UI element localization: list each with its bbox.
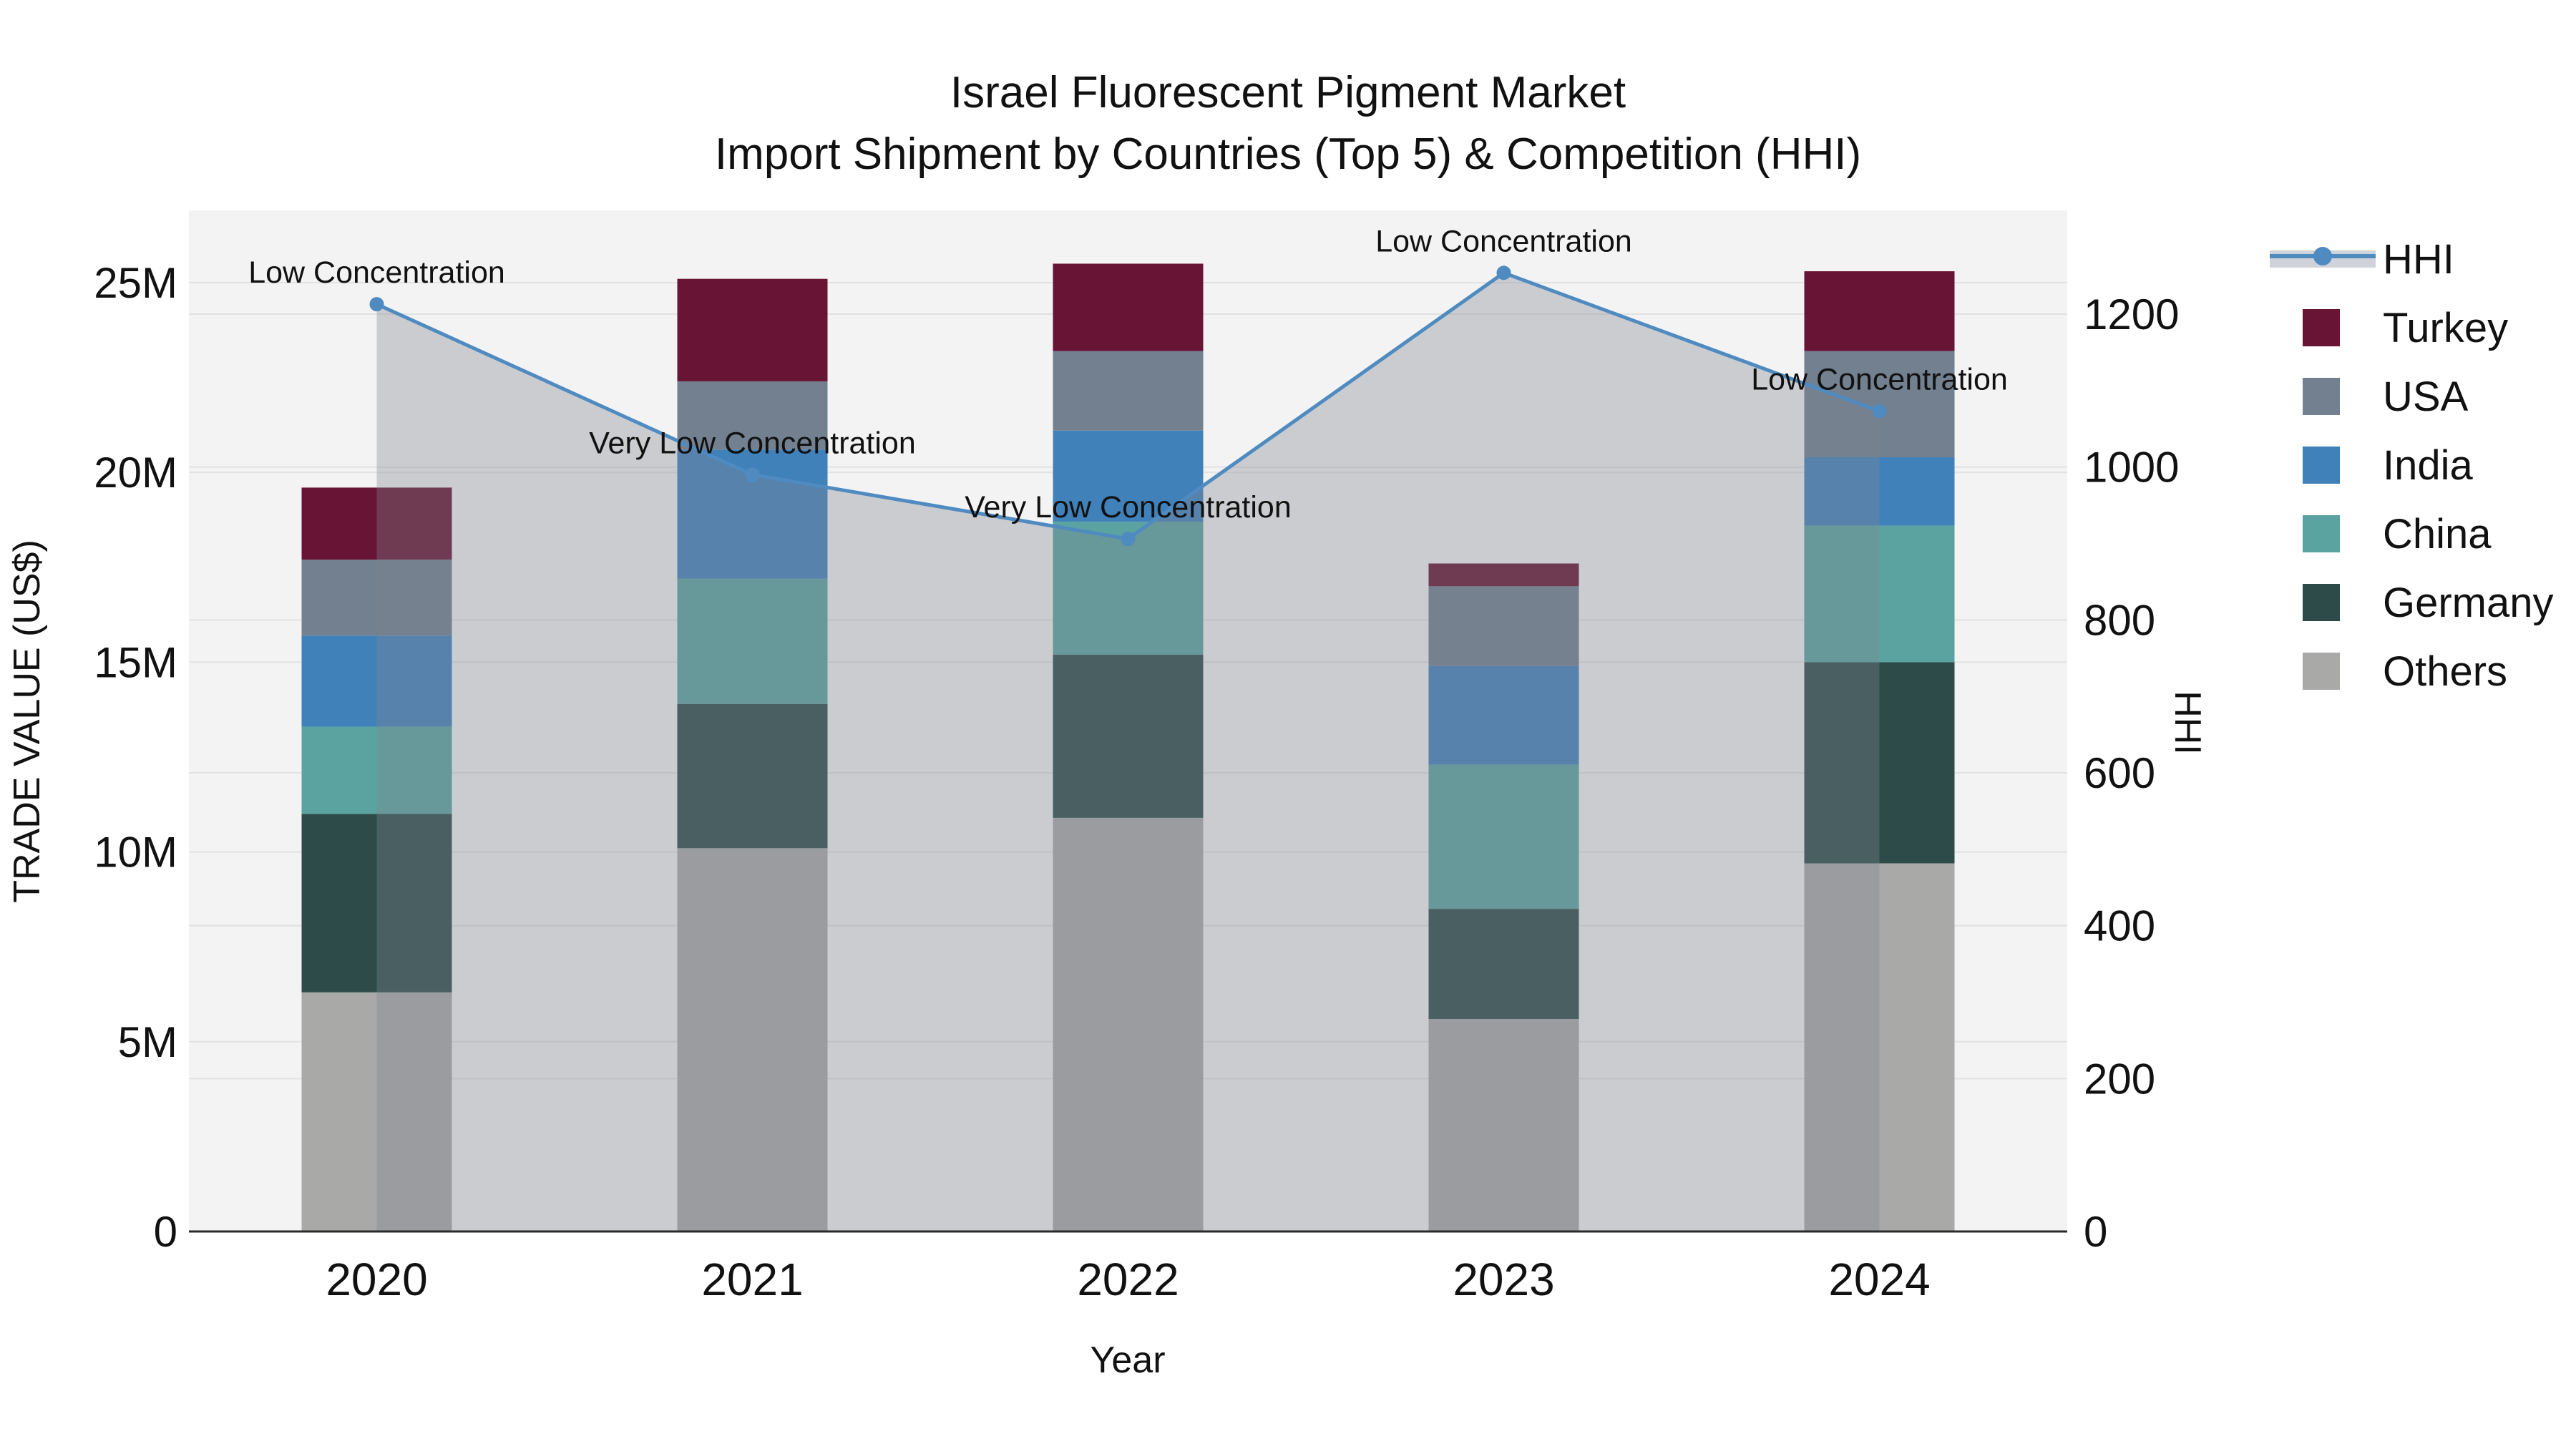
legend-item-china: China	[2303, 511, 2492, 557]
legend-label-india: India	[2383, 442, 2474, 489]
bar-segment-turkey-2022	[1053, 263, 1204, 351]
bar-segment-china-2021	[677, 578, 828, 704]
legend-swatch-others	[2303, 653, 2340, 690]
legend-hhi-marker-icon	[2313, 247, 2332, 265]
y-axis-title: TRADE VALUE (US$)	[6, 540, 48, 903]
bar-segment-usa-2021	[677, 381, 828, 450]
right-tick-600: 600	[2084, 749, 2155, 797]
bar-segment-others-2021	[677, 848, 828, 1231]
bar-segment-china-2023	[1428, 764, 1579, 909]
bar-segment-india-2024	[1804, 457, 1955, 526]
legend-item-usa: USA	[2303, 374, 2469, 420]
bar-segment-others-2020	[301, 992, 452, 1231]
left-tick-5M: 5M	[118, 1018, 177, 1066]
bar-segment-usa-2023	[1428, 586, 1579, 666]
bar-segment-germany-2022	[1053, 654, 1204, 818]
left-tick-10M: 10M	[94, 829, 177, 877]
bar-segment-india-2022	[1053, 430, 1204, 522]
legend: HHI Turkey USA India China Germany Others	[2270, 236, 2554, 695]
bar-segment-india-2020	[301, 635, 452, 727]
bar-segment-others-2022	[1053, 817, 1204, 1231]
legend-label-usa: USA	[2383, 374, 2469, 420]
legend-item-hhi: HHI	[2270, 236, 2454, 283]
legend-item-india: India	[2303, 442, 2474, 489]
hhi-marker-2023	[1496, 265, 1511, 280]
bar-segment-usa-2022	[1053, 351, 1204, 431]
hhi-marker-2020	[369, 297, 384, 312]
right-tick-400: 400	[2084, 902, 2155, 950]
legend-label-turkey: Turkey	[2383, 305, 2508, 351]
legend-item-turkey: Turkey	[2303, 305, 2508, 351]
bar-segment-germany-2023	[1428, 909, 1579, 1019]
x-tick-2024: 2024	[1828, 1254, 1930, 1305]
bar-segment-germany-2024	[1804, 662, 1955, 864]
legend-swatch-china	[2303, 515, 2340, 552]
bar-segment-turkey-2021	[677, 278, 828, 381]
bar-segment-others-2024	[1804, 863, 1955, 1231]
hhi-area-fill	[376, 273, 1880, 1231]
legend-item-germany: Germany	[2303, 580, 2554, 626]
annotation-2021: Very Low Concentration	[589, 426, 916, 460]
legend-label-hhi: HHI	[2383, 236, 2454, 283]
legend-swatch-turkey	[2303, 309, 2340, 346]
right-tick-0: 0	[2084, 1208, 2107, 1256]
chart-title-line1: Israel Fluorescent Pigment Market	[950, 68, 1626, 117]
bar-segment-usa-2020	[301, 560, 452, 636]
bar-segment-germany-2020	[301, 814, 452, 992]
annotation-2022: Very Low Concentration	[965, 490, 1292, 525]
legend-item-others: Others	[2303, 648, 2507, 695]
left-tick-25M: 25M	[94, 259, 177, 307]
right-tick-1200: 1200	[2084, 291, 2179, 338]
x-tick-2021: 2021	[701, 1254, 803, 1305]
hhi-marker-2021	[745, 467, 760, 482]
right-tick-1000: 1000	[2084, 444, 2179, 492]
annotation-2020: Low Concentration	[248, 255, 505, 290]
bar-segment-others-2023	[1428, 1018, 1579, 1231]
x-tick-2022: 2022	[1077, 1254, 1179, 1305]
bar-segment-turkey-2023	[1428, 563, 1579, 587]
y2-axis-title: HHI	[2167, 691, 2208, 755]
bar-segment-india-2023	[1428, 665, 1579, 765]
x-tick-2023: 2023	[1453, 1254, 1554, 1305]
right-tick-800: 800	[2084, 596, 2155, 644]
left-tick-15M: 15M	[94, 638, 177, 686]
left-tick-0: 0	[154, 1208, 177, 1256]
bar-segment-china-2020	[301, 726, 452, 814]
left-tick-20M: 20M	[94, 449, 177, 497]
legend-label-germany: Germany	[2383, 580, 2554, 626]
annotation-2024: Low Concentration	[1751, 363, 2008, 397]
bar-segment-turkey-2024	[1804, 271, 1955, 351]
annotation-2023: Low Concentration	[1375, 224, 1632, 258]
right-tick-200: 200	[2084, 1055, 2155, 1103]
hhi-marker-2022	[1121, 532, 1136, 547]
bar-segment-china-2024	[1804, 525, 1955, 663]
hhi-marker-2024	[1872, 404, 1887, 419]
legend-swatch-india	[2303, 447, 2340, 484]
bar-series	[301, 263, 1955, 1231]
legend-swatch-usa	[2303, 378, 2340, 415]
x-tick-2020: 2020	[326, 1254, 427, 1305]
bar-segment-turkey-2020	[301, 487, 452, 560]
bar-segment-germany-2021	[677, 703, 828, 849]
legend-label-others: Others	[2383, 648, 2507, 695]
chart-title-line2: Import Shipment by Countries (Top 5) & C…	[715, 130, 1861, 179]
legend-swatch-germany	[2303, 584, 2340, 621]
legend-label-china: China	[2383, 511, 2492, 557]
x-axis-title: Year	[1090, 1340, 1165, 1381]
